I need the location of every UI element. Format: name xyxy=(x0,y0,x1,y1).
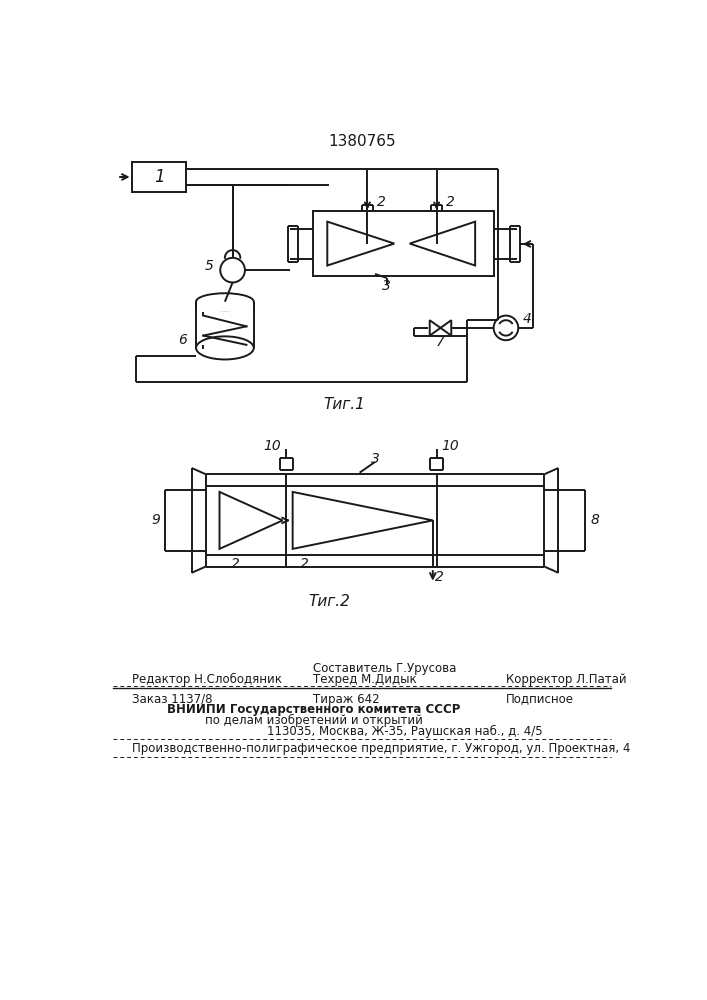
Text: ВНИИПИ Государственного комитета СССР: ВНИИПИ Государственного комитета СССР xyxy=(167,703,460,716)
Bar xyxy=(132,162,187,192)
Text: 6: 6 xyxy=(177,333,187,347)
Ellipse shape xyxy=(196,293,254,310)
Text: 5: 5 xyxy=(205,259,214,273)
Text: 2: 2 xyxy=(446,195,455,209)
Text: Производственно-полиграфическое предприятие, г. Ужгород, ул. Проектная, 4: Производственно-полиграфическое предприя… xyxy=(132,742,631,755)
Polygon shape xyxy=(430,320,451,336)
Text: 10: 10 xyxy=(264,439,281,453)
Text: 3: 3 xyxy=(370,452,380,466)
Polygon shape xyxy=(219,492,283,549)
Text: Составитель Г.Урусова: Составитель Г.Урусова xyxy=(313,662,457,675)
Polygon shape xyxy=(409,222,475,266)
Text: 10: 10 xyxy=(442,439,460,453)
Bar xyxy=(195,302,255,311)
Text: Техред М.Дидык: Техред М.Дидык xyxy=(313,673,417,686)
Text: Корректор Л.Патай: Корректор Л.Патай xyxy=(506,673,626,686)
Text: Редактор Н.Слободяник: Редактор Н.Слободяник xyxy=(132,672,283,686)
Text: Тираж 642: Тираж 642 xyxy=(313,693,380,706)
Text: Заказ 1137/8: Заказ 1137/8 xyxy=(132,693,213,706)
Text: 2: 2 xyxy=(435,570,443,584)
Text: 1380765: 1380765 xyxy=(328,134,396,149)
Text: 2: 2 xyxy=(300,557,309,571)
Text: 9: 9 xyxy=(151,513,160,527)
Text: Подписное: Подписное xyxy=(506,693,574,706)
Bar xyxy=(313,211,494,276)
Text: Τиг.2: Τиг.2 xyxy=(308,594,350,609)
Polygon shape xyxy=(327,222,395,266)
Text: 8: 8 xyxy=(590,513,599,527)
Text: Τиг.1: Τиг.1 xyxy=(323,397,366,412)
Text: 4: 4 xyxy=(523,312,532,326)
Text: 2: 2 xyxy=(230,557,240,571)
Text: 3: 3 xyxy=(382,279,391,293)
Text: 2: 2 xyxy=(377,195,385,209)
Text: 7: 7 xyxy=(436,335,445,349)
Ellipse shape xyxy=(196,336,254,359)
Text: по делам изобретений и открытий: по делам изобретений и открытий xyxy=(204,714,422,727)
Text: 1: 1 xyxy=(154,168,165,186)
Polygon shape xyxy=(293,492,433,549)
Text: 113035, Москва, Ж-35, Раушская наб., д. 4/5: 113035, Москва, Ж-35, Раушская наб., д. … xyxy=(267,725,543,738)
